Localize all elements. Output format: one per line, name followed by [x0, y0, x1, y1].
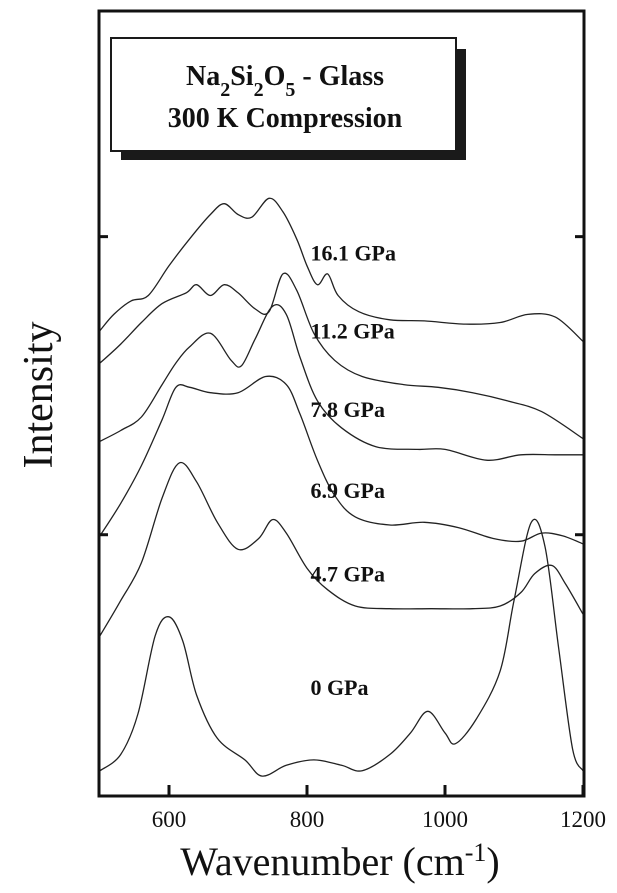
- title-box: Na2Si2O5 - Glass 300 K Compression: [110, 37, 466, 160]
- series-line-3: [99, 375, 584, 545]
- x-axis-title-sup: -1: [465, 838, 487, 867]
- series-label-3: 6.9 GPa: [310, 478, 385, 503]
- series-line-5: [99, 518, 584, 777]
- title-part-5: 5: [285, 79, 295, 101]
- x-tick-label-0: 600: [152, 807, 187, 832]
- title-part-2: Si: [230, 61, 254, 92]
- x-tick-label-2: 1000: [422, 807, 468, 832]
- title-part-0: Na: [186, 61, 220, 92]
- series-label-0: 16.1 GPa: [310, 240, 396, 265]
- series-label-2: 7.8 GPa: [310, 397, 385, 422]
- chart-title-line2: 300 K Compression: [168, 103, 403, 134]
- series-line-2: [99, 303, 583, 461]
- chart-title-line1: Na2Si2O5 - Glass: [186, 61, 384, 101]
- title-part-4: O: [264, 61, 286, 92]
- x-axis-title-main: Wavenumber (cm: [180, 839, 464, 884]
- x-tick-label-1: 800: [290, 807, 325, 832]
- title-box-frame: [110, 37, 457, 152]
- y-ticks-group: [99, 235, 584, 537]
- x-tick-label-3: 1200: [560, 807, 606, 832]
- title-part-3: 2: [254, 79, 264, 101]
- title-part-1: 2: [220, 79, 230, 101]
- x-axis-title-close: ): [486, 839, 499, 884]
- series-label-1: 11.2 GPa: [310, 319, 394, 344]
- plot-frame: [97, 9, 586, 798]
- series-labels-group: 16.1 GPa 11.2 GPa 7.8 GPa 6.9 GPa 4.7 GPa 0 G…: [310, 240, 396, 700]
- series-label-5: 0 GPa: [310, 675, 368, 700]
- series-label-4: 4.7 GPa: [310, 562, 385, 587]
- title-part-6: - Glass: [295, 61, 384, 92]
- series-group: [99, 197, 584, 777]
- series-line-1: [99, 272, 584, 440]
- series-line-0: [99, 197, 584, 342]
- x-axis-title: Wavenumber (cm-1): [180, 838, 499, 885]
- series-line-4: [99, 461, 584, 637]
- y-axis-title: Intensity: [16, 322, 62, 469]
- x-ticks-group: 600 800 1000 1200: [152, 785, 606, 832]
